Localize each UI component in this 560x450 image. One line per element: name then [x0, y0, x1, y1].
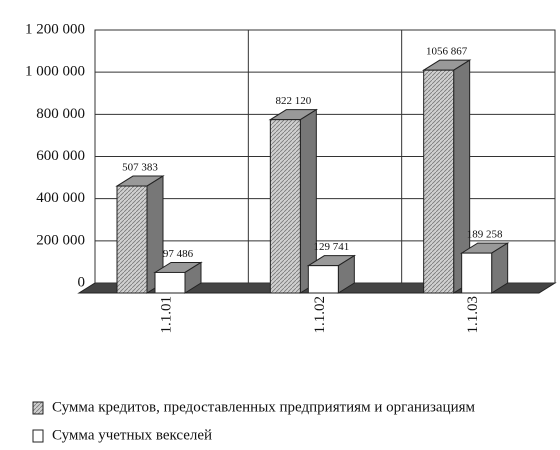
y-tick-label: 1 000 000: [25, 64, 85, 80]
value-label: 97 486: [163, 248, 194, 260]
legend-label: Сумма кредитов, предоставленных предприя…: [52, 399, 476, 415]
legend-swatch: [32, 429, 44, 443]
y-tick-label: 400 000: [36, 190, 85, 206]
value-label: 1056 867: [426, 46, 468, 58]
legend-swatch: [32, 401, 44, 415]
y-tick-label: 800 000: [36, 106, 85, 122]
bar: [269, 119, 301, 294]
y-tick-label: 200 000: [36, 232, 85, 248]
value-label: 822 120: [275, 95, 311, 107]
bar: [307, 265, 339, 294]
x-tick-label: 1.1.02: [312, 296, 328, 334]
legend-label: Сумма учетных векселей: [52, 427, 212, 443]
value-label: 129 741: [313, 241, 349, 253]
bar: [423, 69, 455, 294]
x-tick-label: 1.1.01: [158, 296, 174, 334]
x-tick-label: 1.1.03: [465, 296, 481, 334]
y-tick-label: 1 200 000: [25, 21, 85, 37]
value-label: 189 258: [467, 229, 503, 241]
bar: [461, 252, 493, 294]
y-tick-label: 600 000: [36, 148, 85, 164]
bar: [154, 271, 186, 294]
legend: Сумма кредитов, предоставленных предприя…: [32, 399, 476, 443]
bar: [116, 185, 148, 294]
value-label: 507 383: [122, 162, 158, 174]
y-tick-label: 0: [78, 274, 86, 290]
